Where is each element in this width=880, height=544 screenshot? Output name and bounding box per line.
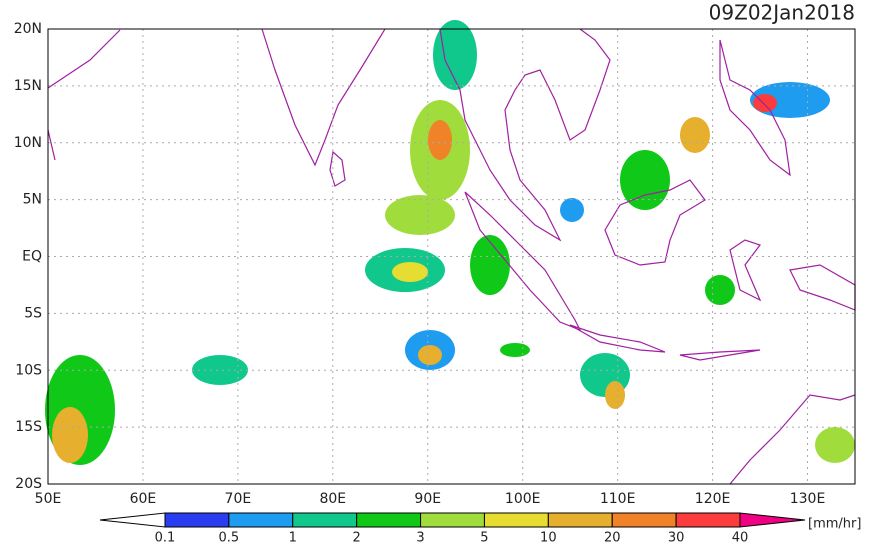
colorbar-label: 0.1 — [155, 531, 176, 544]
coastline — [729, 394, 856, 485]
map-frame — [47, 28, 856, 485]
lat-tick-label: 10S — [15, 362, 42, 378]
coastline — [789, 264, 856, 311]
colorbar-box — [611, 512, 677, 528]
coastline — [729, 239, 762, 302]
lon-tick-label: 90E — [414, 491, 441, 507]
lat-tick-label: 15N — [14, 78, 42, 94]
lon-tick-label: 70E — [225, 491, 252, 507]
lat-tick-label: 20N — [14, 21, 42, 37]
lon-tick-label: 110E — [600, 491, 636, 507]
colorbar-box — [292, 512, 358, 528]
coastline — [47, 29, 121, 89]
lon-tick-label: 120E — [695, 491, 731, 507]
rain-cell — [605, 381, 625, 409]
lat-tick-label: 15S — [15, 419, 42, 435]
rain-cell — [680, 117, 710, 153]
coastline — [439, 28, 611, 242]
rain-cell — [385, 195, 455, 235]
colorbar-box — [547, 512, 613, 528]
lat-tick-label: 5S — [24, 305, 42, 321]
lon-tick-label: 60E — [130, 491, 157, 507]
rain-cell — [392, 262, 428, 282]
colorbar-label: 10 — [540, 531, 557, 544]
colorbar-arrow-low — [99, 512, 166, 528]
colorbar-box — [420, 512, 485, 528]
lon-tick-label: 100E — [505, 491, 541, 507]
map-title: 09Z02Jan2018 — [709, 1, 855, 25]
colorbar-label: 5 — [480, 531, 488, 544]
coastline — [679, 349, 761, 361]
colorbar-label: 20 — [604, 531, 621, 544]
lat-tick-label: EQ — [22, 249, 42, 265]
colorbar-box — [356, 512, 422, 528]
lat-tick-label: 10N — [14, 135, 42, 151]
colorbar-label: 30 — [668, 531, 685, 544]
colorbar-arrow-high — [739, 512, 806, 528]
coastline — [604, 179, 706, 266]
rain-cell — [560, 198, 584, 222]
rain-cell — [428, 120, 452, 160]
rain-cell — [192, 355, 248, 385]
rain-cell — [620, 150, 670, 210]
colorbar-box — [483, 512, 549, 528]
coastline — [569, 324, 666, 353]
rain-cell — [815, 427, 855, 463]
rain-cell — [52, 407, 88, 463]
rain-cell — [500, 343, 530, 357]
colorbar-label: 0.5 — [219, 531, 240, 544]
coastline — [47, 129, 56, 161]
rain-cell — [470, 235, 510, 295]
colorbar-box — [228, 512, 294, 528]
colorbar-label: 1 — [289, 531, 297, 544]
rain-cell — [433, 20, 477, 90]
rain-cell — [705, 275, 735, 305]
colorbar-box — [164, 512, 230, 528]
colorbar-label: 3 — [416, 531, 424, 544]
coastlines — [47, 28, 856, 485]
rain-cell — [418, 345, 442, 365]
coastline — [261, 28, 386, 167]
coastline — [719, 39, 791, 177]
colorbar-label: 2 — [353, 531, 361, 544]
lat-tick-label: 5N — [23, 192, 42, 208]
coastline — [329, 150, 346, 187]
lon-tick-label: 50E — [35, 491, 62, 507]
colorbar-label: 40 — [732, 531, 749, 544]
rain-field — [45, 20, 855, 465]
lat-tick-label: 20S — [15, 476, 42, 492]
lon-tick-label: 80E — [319, 491, 346, 507]
colorbar-box — [675, 512, 741, 528]
colorbar-units: [mm/hr] — [808, 517, 861, 532]
lon-tick-label: 130E — [790, 491, 826, 507]
